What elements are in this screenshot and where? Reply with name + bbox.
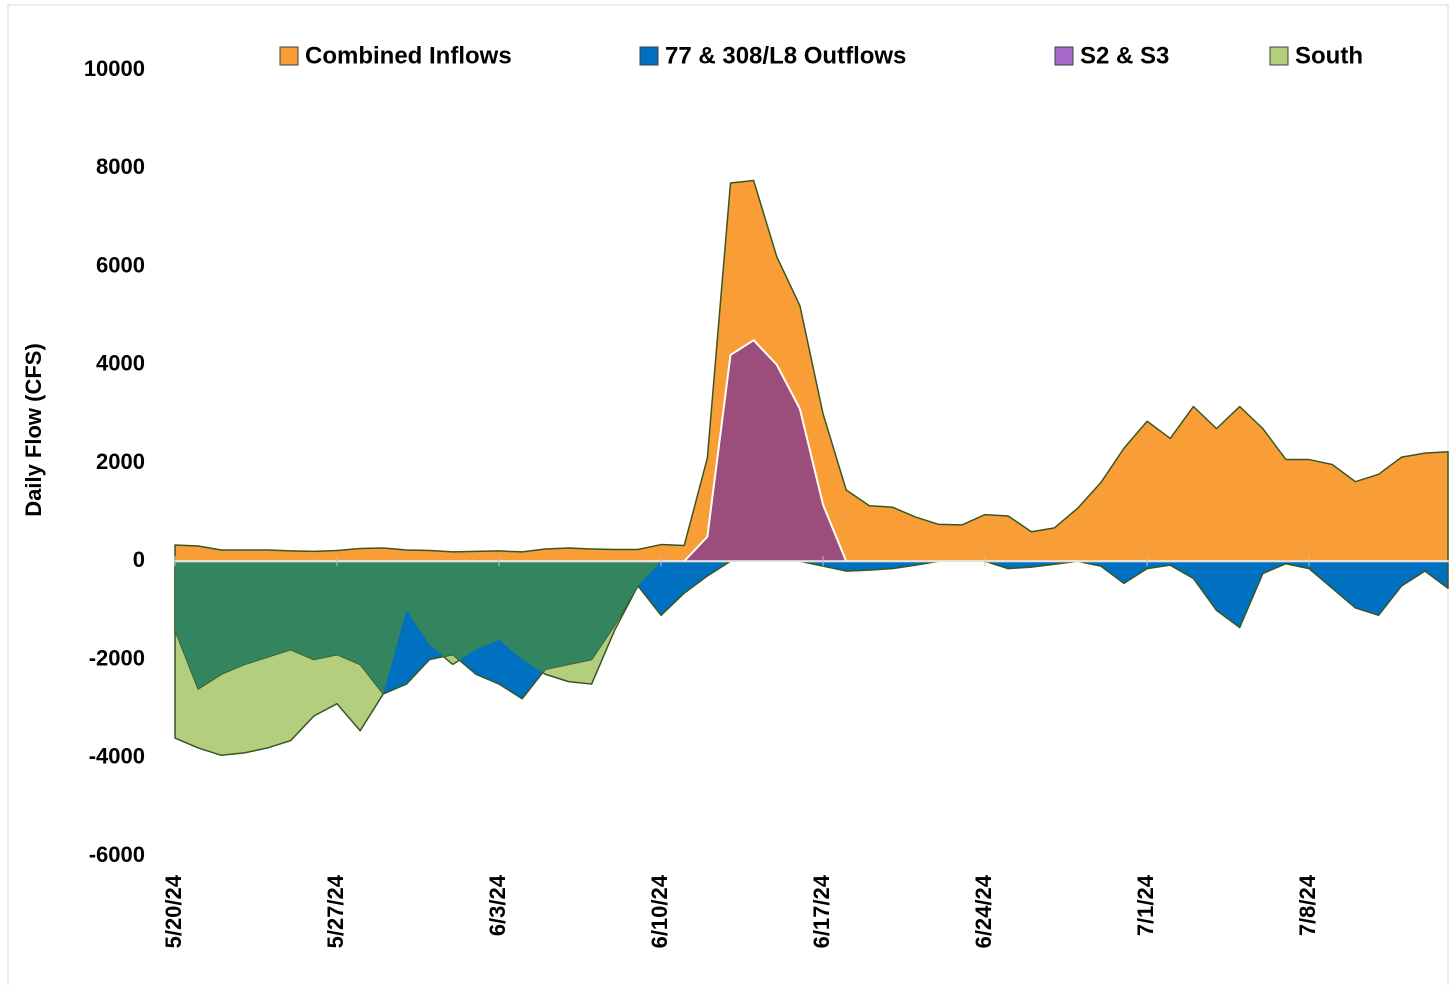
legend-swatch	[1269, 46, 1289, 66]
legend-label: South	[1295, 42, 1363, 69]
y-tick-label: 8000	[96, 154, 145, 179]
y-tick-label: 0	[133, 547, 145, 572]
y-tick-label: -4000	[89, 744, 145, 769]
x-tick-label: 7/1/24	[1133, 874, 1158, 936]
x-tick-label: 6/3/24	[485, 874, 510, 936]
y-tick-label: 10000	[84, 56, 145, 81]
x-tick-label: 6/17/24	[809, 874, 834, 948]
area	[174, 179, 1449, 562]
legend-label: 77 & 308/L8 Outflows	[665, 42, 906, 69]
legend-swatch	[1054, 46, 1074, 66]
legend-swatch	[279, 46, 299, 66]
x-tick-label: 6/10/24	[647, 874, 672, 948]
y-tick-label: 2000	[96, 449, 145, 474]
y-axis-label: Daily Flow (CFS)	[21, 343, 46, 517]
legend-label: Combined Inflows	[305, 42, 512, 69]
x-tick-label: 6/24/24	[971, 874, 996, 948]
legend-swatch	[639, 46, 659, 66]
legend-label: S2 & S3	[1080, 42, 1169, 69]
y-tick-label: -6000	[89, 842, 145, 867]
x-tick-label: 7/8/24	[1295, 874, 1320, 936]
x-tick-label: 5/27/24	[323, 874, 348, 948]
y-tick-label: 4000	[96, 351, 145, 376]
y-tick-label: 6000	[96, 252, 145, 277]
y-tick-label: -2000	[89, 645, 145, 670]
x-tick-label: 5/20/24	[161, 874, 186, 948]
